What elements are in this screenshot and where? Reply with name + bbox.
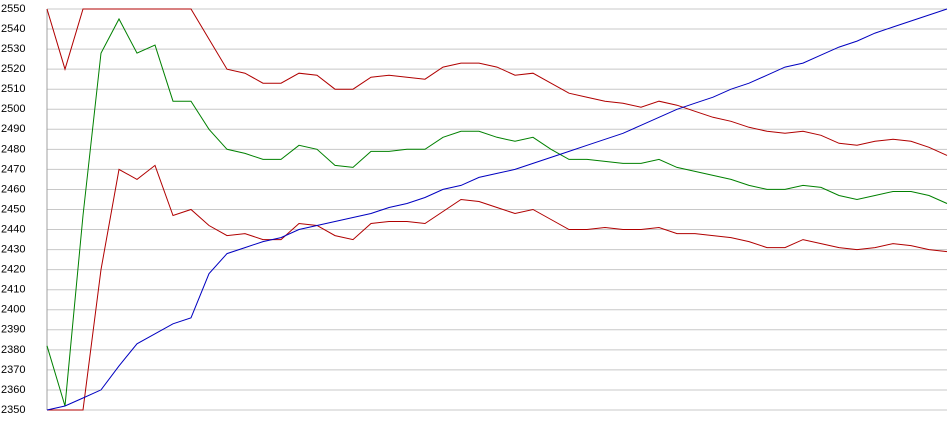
y-tick-label: 2350 — [1, 404, 25, 416]
y-tick-label: 2550 — [1, 3, 25, 15]
y-tick-label: 2370 — [1, 364, 25, 376]
y-tick-label: 2430 — [1, 244, 25, 256]
y-tick-label: 2480 — [1, 143, 25, 155]
y-tick-label: 2460 — [1, 183, 25, 195]
series-line — [46, 8, 948, 411]
y-tick-label: 2510 — [1, 83, 25, 95]
y-tick-label: 2410 — [1, 284, 25, 296]
y-tick-label: 2450 — [1, 203, 25, 215]
y-tick-label: 2420 — [1, 264, 25, 276]
y-tick-label: 2530 — [1, 43, 25, 55]
y-tick-label: 2380 — [1, 344, 25, 356]
y-tick-label: 2400 — [1, 304, 25, 316]
y-tick-label: 2440 — [1, 223, 25, 235]
y-tick-label: 2360 — [1, 384, 25, 396]
series-line — [47, 164, 948, 411]
series-line — [46, 8, 948, 156]
y-tick-label: 2500 — [1, 103, 25, 115]
y-tick-label: 2490 — [1, 123, 25, 135]
y-tick-label: 2470 — [1, 163, 25, 175]
y-tick-label: 2520 — [1, 63, 25, 75]
series-line — [46, 17, 948, 407]
y-tick-label: 2390 — [1, 324, 25, 336]
y-tick-label: 2540 — [1, 23, 25, 35]
